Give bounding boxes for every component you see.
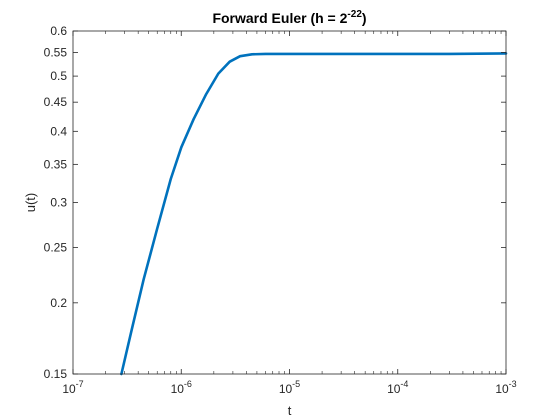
y-tick-label: 0.4 — [50, 124, 67, 138]
chart-title: Forward Euler (h = 2-22) — [212, 9, 366, 26]
x-tick-label: 10-7 — [62, 379, 83, 396]
ticks-layer: 10-7 10-6 10-5 10-4 10-3 0.15 0.2 0.25 0.3 0.35 0.… — [44, 24, 517, 396]
axes-box — [72, 30, 507, 375]
x-tick-label: 10-4 — [387, 379, 408, 396]
x-tick-label: 10-3 — [495, 379, 516, 396]
series-layer — [120, 52, 508, 376]
y-tick-label: 0.6 — [50, 24, 67, 38]
x-tick-label: 10-5 — [279, 379, 300, 396]
y-tick-label: 0.2 — [50, 296, 67, 310]
y-tick-label: 0.25 — [44, 241, 68, 255]
y-tick-label: 0.55 — [44, 46, 68, 60]
y-tick-label: 0.45 — [44, 95, 68, 109]
y-tick-label: 0.3 — [50, 196, 67, 210]
plot-area — [73, 31, 506, 374]
y-tick-label: 0.15 — [44, 367, 68, 381]
x-axis-label: t — [288, 403, 292, 418]
y-axis-label: u(t) — [23, 193, 38, 213]
x-tick-label: 10-6 — [171, 379, 192, 396]
y-tick-label: 0.5 — [50, 69, 67, 83]
series-line — [120, 52, 508, 376]
y-tick-label: 0.35 — [44, 157, 68, 171]
